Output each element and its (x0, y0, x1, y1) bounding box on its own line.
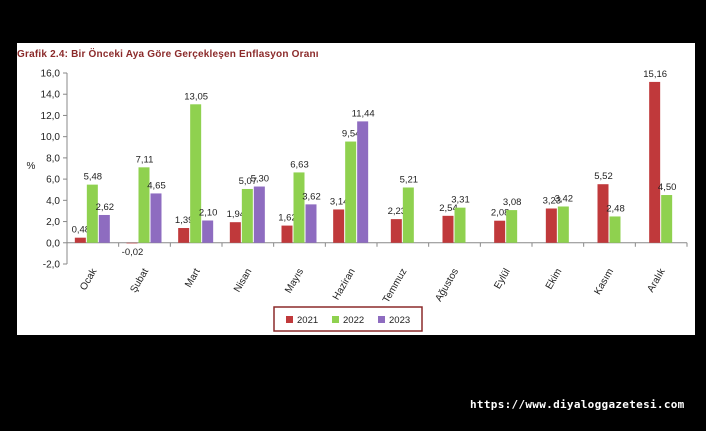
data-label: 0,48 (72, 225, 91, 236)
bar-2021 (281, 225, 293, 243)
data-label: 5,07 (239, 176, 257, 187)
category-label: Aralık (645, 266, 668, 295)
legend-swatch-2022 (332, 316, 339, 323)
data-label: 3,23 (543, 196, 562, 207)
bar-2021 (494, 220, 506, 243)
y-tick-label: 14,0 (41, 90, 61, 101)
legend-label-2023: 2023 (389, 315, 410, 326)
data-label: 3,62 (302, 191, 321, 202)
bar-2023 (202, 220, 214, 243)
category-label: Kasım (592, 267, 616, 297)
bar-2021 (229, 222, 241, 243)
data-label: 3,42 (555, 193, 574, 204)
data-label: 6,63 (290, 159, 309, 170)
bar-2021 (597, 184, 609, 243)
bar-2021 (442, 215, 454, 243)
category-label: Nisan (232, 267, 254, 295)
data-label: 5,21 (400, 174, 419, 185)
bar-2022 (661, 195, 673, 243)
bar-2022 (86, 184, 98, 243)
bar-2021 (390, 219, 402, 243)
data-label: 2,62 (96, 202, 115, 213)
data-label: 1,39 (175, 215, 194, 226)
legend-swatch-2021 (286, 316, 293, 323)
category-label: Şubat (129, 267, 152, 295)
bar-2022 (138, 167, 150, 243)
category-label: Haziran (331, 267, 358, 302)
y-tick-label: 12,0 (41, 111, 61, 122)
data-label: -0,02 (122, 247, 144, 258)
category-label: Ağustos (434, 267, 462, 304)
data-label: 2,10 (199, 207, 218, 218)
data-label: 5,30 (251, 174, 270, 185)
bar-2023 (253, 186, 265, 243)
legend-swatch-2023 (378, 316, 385, 323)
bar-2022 (241, 188, 253, 243)
legend-label-2022: 2022 (343, 315, 364, 326)
data-label: 2,08 (491, 208, 510, 219)
data-label: 5,48 (84, 172, 103, 183)
y-tick-label: 8,0 (46, 153, 60, 164)
bar-2021 (649, 81, 661, 243)
source-url: https://www.diyaloggazetesi.com (470, 398, 685, 411)
bar-2023 (357, 121, 369, 243)
y-tick-label: 10,0 (41, 132, 61, 143)
chart-title: Grafik 2.4: Bir Önceki Aya Göre Gerçekle… (17, 49, 319, 60)
legend-label-2021: 2021 (297, 315, 318, 326)
data-label: 2,48 (606, 203, 625, 214)
y-axis-label: % (27, 161, 36, 172)
bar-2021 (333, 209, 345, 243)
data-label: 3,14 (330, 196, 349, 207)
data-label: 1,62 (278, 213, 297, 224)
bar-2023 (98, 214, 110, 243)
y-tick-label: 4,0 (46, 196, 60, 207)
y-tick-label: 16,0 (41, 69, 61, 80)
bar-2021 (545, 208, 557, 243)
data-label: 4,65 (147, 180, 166, 191)
category-label: Ocak (78, 266, 100, 293)
category-label: Eylül (492, 267, 512, 291)
category-label: Mart (183, 267, 203, 290)
data-label: 1,94 (227, 209, 246, 220)
data-label: 2,54 (439, 203, 458, 214)
category-label: Mayıs (283, 267, 306, 296)
data-label: 15,16 (643, 69, 667, 80)
category-label: Temmuz (381, 267, 409, 305)
y-tick-label: -2,0 (43, 260, 61, 271)
bar-2022 (345, 141, 357, 243)
y-tick-label: 6,0 (46, 175, 60, 186)
bar-2022 (506, 210, 518, 243)
bar-2021 (126, 242, 138, 244)
category-label: Ekim (544, 267, 565, 292)
data-label: 11,44 (352, 108, 375, 119)
data-label: 9,54 (342, 129, 361, 140)
bar-2021 (178, 228, 190, 243)
data-label: 5,52 (594, 171, 613, 182)
bar-2023 (150, 193, 162, 243)
bar-2022 (190, 104, 202, 243)
data-label: 2,23 (388, 206, 407, 217)
chart-panel: -2,0 0,0 2,0 4,0 6,0 8,0 10,0 12,0 14,0 16,0% 0,48… (17, 43, 695, 335)
bar-2022 (402, 187, 414, 243)
data-label: 3,08 (503, 197, 522, 208)
bar-2022 (454, 207, 466, 243)
bar-2022 (557, 206, 569, 243)
data-label: 3,31 (451, 195, 470, 206)
data-label: 4,50 (658, 182, 677, 193)
bar-2021 (74, 237, 86, 243)
bar-2022 (609, 216, 621, 243)
bar-2022 (293, 172, 305, 243)
data-label: 13,05 (184, 91, 208, 102)
y-tick-label: 0,0 (46, 238, 60, 249)
legend-box (273, 306, 423, 332)
bar-2023 (305, 204, 317, 243)
bar-chart: -2,0 0,0 2,0 4,0 6,0 8,0 10,0 12,0 14,0 16,0% 0,48… (27, 69, 688, 332)
y-tick-label: 2,0 (46, 217, 60, 228)
data-label: 7,11 (136, 154, 154, 165)
